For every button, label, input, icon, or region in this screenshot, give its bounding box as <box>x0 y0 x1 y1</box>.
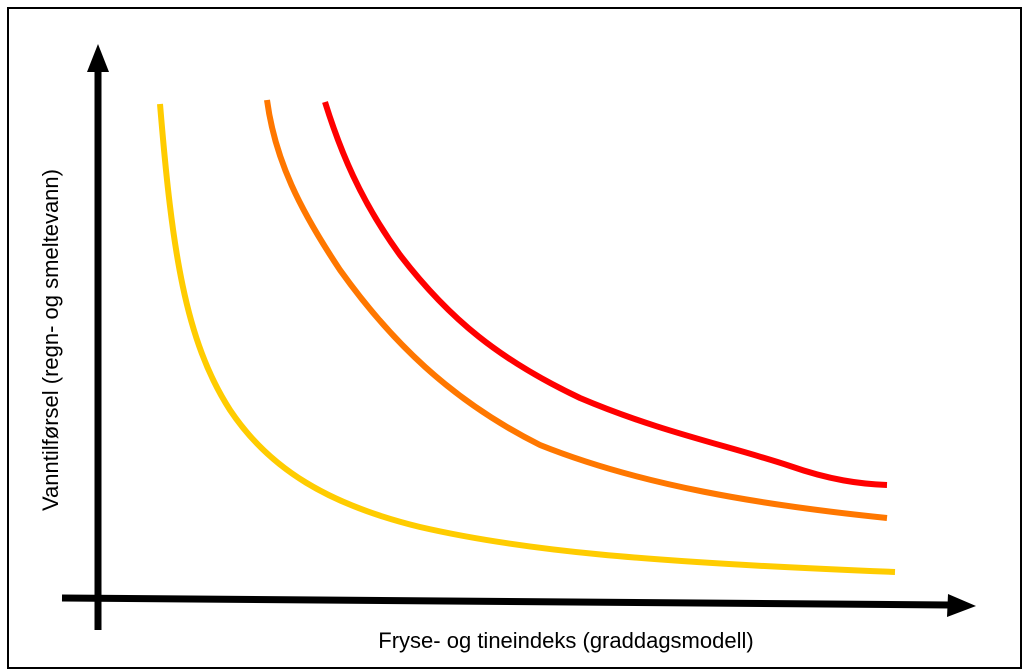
frame <box>7 7 1022 669</box>
x-axis <box>61 594 951 609</box>
x-axis-arrow <box>947 594 976 617</box>
y-axis-label: Vanntilførsel (regn- og smeltevann) <box>38 169 63 511</box>
curve-orange <box>264 99 888 521</box>
curve-red <box>322 101 888 488</box>
y-axis-arrow <box>87 44 109 72</box>
curve-yellow <box>157 103 896 575</box>
x-axis-label: Fryse- og tineindeks (graddagsmodell) <box>378 628 753 653</box>
